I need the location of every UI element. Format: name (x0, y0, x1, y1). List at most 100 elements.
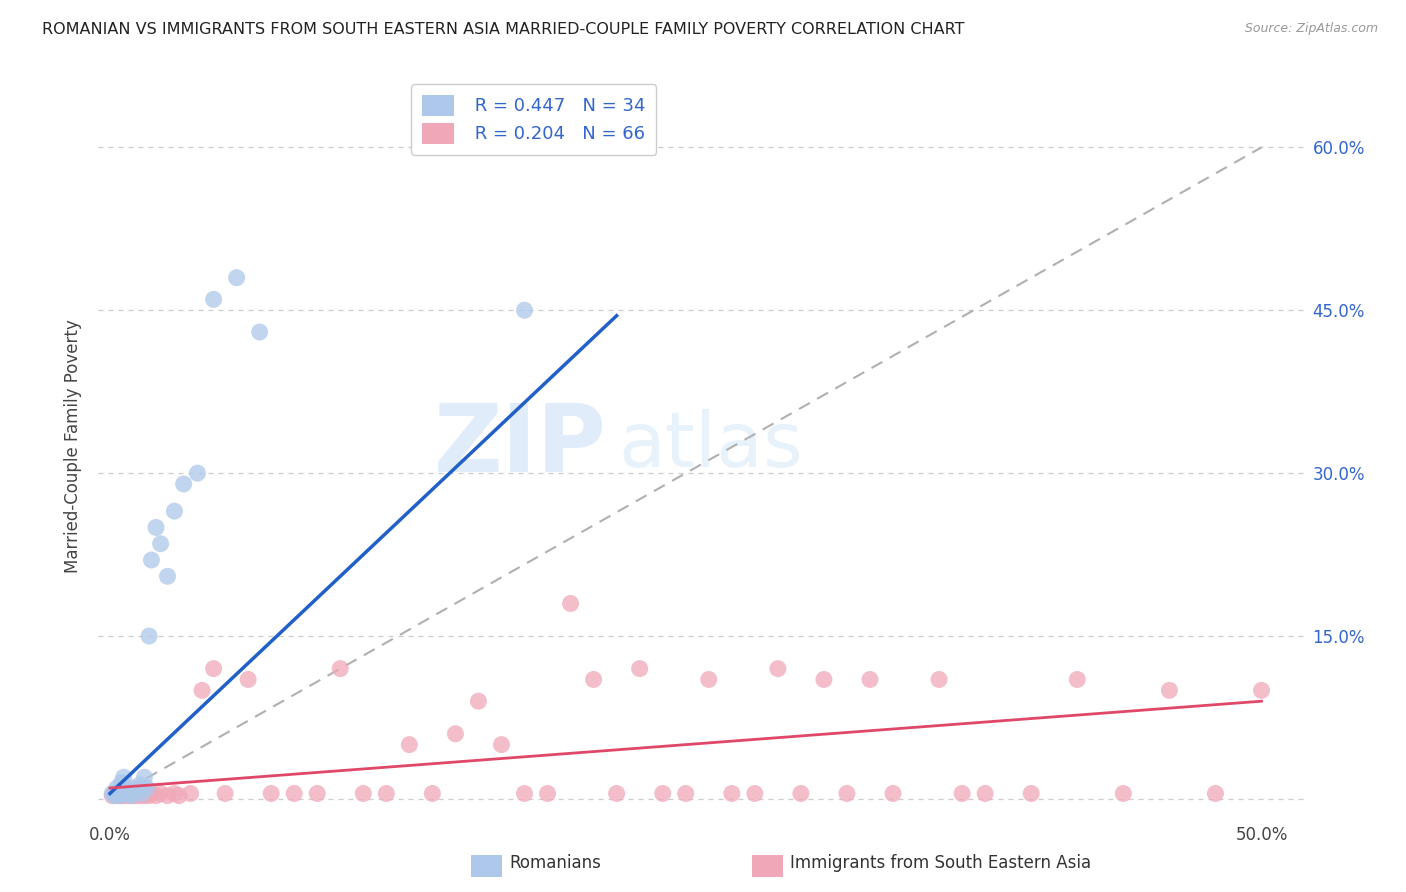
Point (928, 673, 950, 687)
Point (1159, 683, 1181, 698)
Point (135, 787, 157, 801)
Text: atlas: atlas (619, 409, 803, 483)
Point (101, 789, 124, 803)
Point (491, 738, 513, 752)
Point (163, 787, 186, 801)
Point (141, 787, 163, 801)
Point (513, 787, 536, 801)
Point (128, 778, 150, 792)
Point (651, 787, 673, 801)
Point (149, 787, 172, 801)
Point (127, 783, 149, 797)
Point (260, 787, 283, 801)
Point (115, 783, 138, 797)
Text: Romanians: Romanians (509, 854, 600, 871)
Y-axis label: Married-Couple Family Poverty: Married-Couple Family Poverty (65, 319, 83, 573)
Point (835, 787, 858, 801)
Point (110, 787, 132, 801)
Point (115, 787, 138, 801)
Point (1066, 673, 1088, 687)
Point (101, 787, 124, 801)
Point (720, 787, 742, 801)
Text: ROMANIAN VS IMMIGRANTS FROM SOUTH EASTERN ASIA MARRIED-COUPLE FAMILY POVERTY COR: ROMANIAN VS IMMIGRANTS FROM SOUTH EASTER… (42, 22, 965, 37)
Point (135, 780, 157, 795)
Point (105, 789, 128, 803)
Point (536, 787, 558, 801)
Point (112, 780, 135, 795)
Point (128, 789, 150, 803)
Point (124, 789, 146, 803)
Point (105, 787, 128, 801)
Point (186, 466, 208, 480)
Point (628, 662, 651, 676)
Point (790, 787, 813, 801)
Point (108, 783, 131, 797)
Point (422, 787, 444, 801)
Point (138, 789, 160, 803)
Legend:  R = 0.447   N = 34,  R = 0.204   N = 66: R = 0.447 N = 34, R = 0.204 N = 66 (411, 84, 657, 154)
Point (307, 787, 329, 801)
Point (1019, 787, 1042, 801)
Point (108, 787, 131, 801)
Point (236, 673, 259, 687)
Point (115, 787, 138, 801)
Point (950, 787, 973, 801)
Point (122, 783, 145, 797)
Text: ZIP: ZIP (433, 400, 606, 492)
Point (110, 789, 132, 803)
Point (112, 770, 135, 784)
Point (180, 787, 202, 801)
Point (697, 673, 720, 687)
Point (120, 787, 142, 801)
Point (163, 504, 186, 518)
Point (859, 673, 882, 687)
Point (329, 662, 352, 676)
Point (110, 775, 132, 789)
Point (375, 787, 398, 801)
Point (156, 789, 179, 803)
Point (214, 787, 236, 801)
Point (974, 787, 997, 801)
Point (145, 520, 167, 534)
Point (249, 325, 271, 339)
Point (108, 789, 131, 803)
Text: Immigrants from South Eastern Asia: Immigrants from South Eastern Asia (790, 854, 1091, 871)
Point (225, 270, 247, 285)
Point (149, 537, 172, 551)
Point (156, 569, 179, 583)
Point (513, 303, 536, 318)
Point (138, 629, 160, 643)
Point (103, 789, 125, 803)
Point (141, 553, 163, 567)
Text: Source: ZipAtlas.com: Source: ZipAtlas.com (1244, 22, 1378, 36)
Point (122, 780, 145, 795)
Point (105, 780, 128, 795)
Point (145, 789, 167, 803)
Point (191, 683, 214, 698)
Point (110, 783, 132, 797)
Point (744, 787, 766, 801)
Point (202, 293, 225, 307)
Point (134, 770, 156, 784)
Point (117, 789, 139, 803)
Point (117, 787, 139, 801)
Point (444, 727, 467, 741)
Point (675, 787, 697, 801)
Point (167, 789, 190, 803)
Point (202, 662, 225, 676)
Point (1112, 787, 1135, 801)
Point (122, 787, 145, 801)
Point (131, 787, 153, 801)
Point (283, 787, 305, 801)
Point (352, 787, 374, 801)
Point (813, 673, 835, 687)
Point (127, 787, 149, 801)
Point (122, 789, 145, 803)
Point (124, 787, 146, 801)
Point (134, 789, 156, 803)
Point (467, 694, 489, 708)
Point (173, 477, 195, 491)
Point (560, 597, 582, 611)
Point (398, 738, 420, 752)
Point (766, 662, 789, 676)
